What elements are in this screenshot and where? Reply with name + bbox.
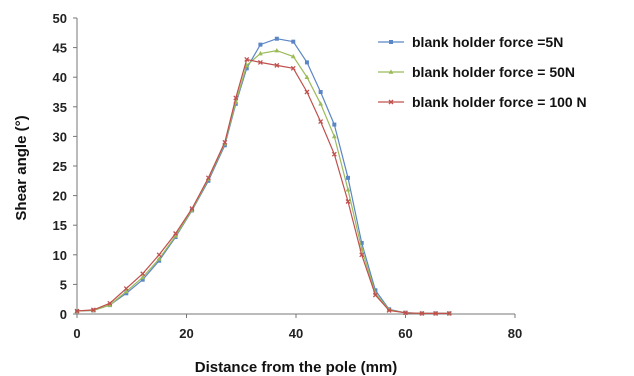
legend: blank holder force =5N blank holder force…	[378, 34, 587, 110]
data-point	[90, 307, 96, 313]
data-point	[233, 95, 239, 101]
data-point	[140, 271, 146, 277]
data-point	[290, 65, 296, 71]
data-point	[433, 310, 439, 316]
y-axis-title: Shear angle (°)	[13, 115, 30, 220]
data-point	[304, 89, 310, 95]
data-point	[257, 59, 263, 65]
data-point	[123, 288, 129, 294]
data-point	[372, 292, 378, 298]
data-point	[359, 252, 365, 258]
data-point	[290, 53, 296, 59]
data-point	[274, 62, 280, 68]
data-point	[304, 74, 310, 79]
data-point	[318, 90, 323, 94]
data-point	[74, 308, 80, 314]
data-point	[123, 286, 129, 292]
series-lines	[74, 36, 452, 316]
data-point	[331, 133, 337, 139]
legend-swatch-marker	[388, 69, 394, 74]
legend-item-1: blank holder force =5N	[378, 34, 563, 50]
series-line	[76, 38, 450, 314]
legend-swatch-marker	[388, 99, 394, 105]
series-2	[74, 47, 452, 316]
data-point	[274, 36, 279, 41]
data-point	[189, 206, 195, 212]
data-point	[258, 50, 263, 56]
data-point	[156, 252, 162, 258]
series-line	[76, 58, 450, 314]
data-point	[258, 42, 263, 47]
data-point	[318, 101, 324, 106]
data-point	[156, 256, 162, 261]
x-axis-title: Distance from the pole (mm)	[195, 359, 398, 376]
data-point	[318, 119, 324, 125]
data-point	[107, 302, 113, 307]
x-tick-label: 80	[508, 326, 522, 341]
data-point	[173, 231, 179, 236]
data-point	[222, 139, 228, 145]
legend-label: blank holder force =5N	[412, 34, 563, 50]
data-point	[140, 274, 146, 280]
y-tick-label: 50	[53, 11, 67, 26]
tick-labels: 0 5 10 15 20 25 30 35 40 45 50 0 20 40 60 80	[53, 11, 523, 341]
series-3	[74, 56, 452, 316]
y-tick-label: 5	[60, 277, 67, 292]
data-point	[205, 175, 211, 181]
legend-label: blank holder force = 100 N	[412, 94, 587, 110]
data-point	[291, 39, 296, 44]
data-point	[304, 60, 309, 65]
legend-swatch-marker	[389, 40, 393, 44]
data-point	[244, 56, 250, 62]
axes	[73, 17, 516, 318]
x-tick-label: 0	[73, 326, 80, 341]
data-point	[346, 175, 351, 180]
series-1	[75, 36, 452, 316]
data-point	[359, 240, 364, 245]
data-point	[107, 300, 113, 306]
data-point	[345, 187, 351, 192]
data-point	[446, 310, 452, 316]
series-line	[76, 49, 450, 314]
legend-item-2: blank holder force = 50N	[378, 64, 575, 80]
x-tick-label: 40	[289, 326, 303, 341]
y-tick-label: 0	[60, 307, 67, 322]
y-tick-label: 30	[53, 129, 67, 144]
data-point	[332, 122, 337, 127]
y-tick-label: 45	[53, 41, 67, 56]
x-tick-label: 20	[179, 326, 193, 341]
legend-label: blank holder force = 50N	[412, 64, 575, 80]
y-tick-label: 25	[53, 159, 67, 174]
y-tick-label: 10	[53, 248, 67, 263]
y-tick-label: 35	[53, 100, 67, 115]
data-point	[386, 307, 392, 313]
data-point	[331, 151, 337, 157]
data-point	[244, 62, 250, 68]
y-tick-label: 40	[53, 70, 67, 85]
data-point	[419, 310, 425, 316]
data-point	[403, 310, 408, 316]
y-tick-label: 20	[53, 189, 67, 204]
data-point	[373, 288, 378, 293]
data-point	[244, 66, 249, 71]
legend-item-3: blank holder force = 100 N	[378, 94, 587, 110]
x-tick-label: 60	[398, 326, 412, 341]
data-point	[345, 199, 351, 204]
data-point	[173, 233, 178, 238]
data-point	[274, 47, 280, 53]
y-tick-label: 15	[53, 218, 67, 233]
data-point	[140, 277, 145, 282]
